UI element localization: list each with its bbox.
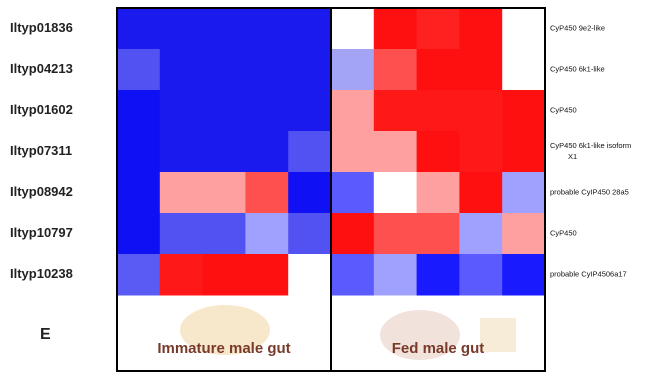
gene-id: Iltyp01602: [10, 102, 73, 117]
heatmap-cell: [245, 172, 289, 214]
heatmap-cell: [373, 213, 418, 255]
heatmap-cell: [459, 131, 503, 173]
heatmap-cell: [331, 172, 375, 214]
heatmap-cell: [502, 213, 546, 255]
heatmap-cell: [331, 213, 375, 255]
heatmap-cell: [416, 90, 460, 132]
heatmap-cell: [159, 49, 204, 91]
heatmap-cell: [117, 131, 161, 173]
annotation: X1: [568, 152, 577, 161]
heatmap-cell: [459, 172, 503, 214]
annotation: CyP450 6k1-like isoform: [550, 141, 631, 150]
heatmap-cell: [416, 172, 460, 214]
heatmap-cell: [202, 213, 246, 255]
heatmap-cell: [459, 49, 503, 91]
heatmap-cell: [288, 131, 332, 173]
heatmap-cell: [373, 131, 418, 173]
insect-image: [380, 310, 460, 360]
heatmap-cell: [331, 49, 375, 91]
heatmap-cell: [288, 172, 332, 214]
gene-id: Iltyp08942: [10, 184, 73, 199]
heatmap-cell: [117, 49, 161, 91]
annotation: CyP450 9e2-like: [550, 23, 605, 32]
heatmap-cell: [502, 49, 546, 91]
heatmap-cell: [117, 90, 161, 132]
heatmap-cell: [202, 8, 246, 50]
heatmap-cell: [117, 254, 161, 296]
heatmap-cell: [373, 49, 418, 91]
container-image: [480, 318, 516, 352]
heatmap-cell: [416, 254, 460, 296]
heatmap-cell: [459, 8, 503, 50]
heatmap-cell: [245, 49, 289, 91]
group-label: Immature male gut: [157, 340, 290, 357]
heatmap-cell: [288, 49, 332, 91]
heatmap-cell: [202, 254, 246, 296]
heatmap-cell: [373, 254, 418, 296]
annotation: CyP450 6k1-like: [550, 64, 605, 73]
heatmap-cell: [159, 90, 204, 132]
heatmap-cell: [502, 131, 546, 173]
panel-border: [330, 7, 546, 372]
heatmap-cell: [117, 8, 161, 50]
heatmap-cell: [117, 213, 161, 255]
heatmap-cell: [245, 213, 289, 255]
annotation: CyP450: [550, 228, 577, 237]
heatmap-cell: [159, 131, 204, 173]
heatmap-cell: [202, 131, 246, 173]
heatmap-cell: [502, 172, 546, 214]
heatmap-cell: [245, 131, 289, 173]
heatmap-cell: [159, 8, 204, 50]
heatmap-cell: [245, 254, 289, 296]
gene-id: Iltyp04213: [10, 61, 73, 76]
gene-id: Iltyp07311: [10, 143, 72, 158]
heatmap-cell: [502, 8, 546, 50]
heatmap-cell: [245, 8, 289, 50]
heatmap-cell: [459, 254, 503, 296]
gene-id: Iltyp01836: [10, 20, 73, 35]
heatmap-cell: [459, 213, 503, 255]
heatmap-cell: [416, 213, 460, 255]
heatmap-cell: [202, 172, 246, 214]
heatmap-cell: [373, 8, 418, 50]
heatmap-cell: [416, 131, 460, 173]
heatmap-cell: [202, 90, 246, 132]
heatmap-cell: [288, 90, 332, 132]
heatmap-cell: [459, 90, 503, 132]
heatmap-cell: [373, 90, 418, 132]
panel-label: E: [40, 326, 51, 343]
heatmap-cell: [159, 254, 204, 296]
heatmap-cell: [416, 8, 460, 50]
heatmap-cell: [288, 213, 332, 255]
gene-id: Iltyp10238: [10, 266, 73, 281]
heatmap-cell: [202, 49, 246, 91]
heatmap-cell: [331, 131, 375, 173]
heatmap-cell: [288, 8, 332, 50]
heatmap-cell: [245, 90, 289, 132]
heatmap-cell: [416, 49, 460, 91]
heatmap-cell: [502, 254, 546, 296]
annotation: probable CyIP450 28a5: [550, 187, 629, 196]
heatmap-cell: [117, 172, 161, 214]
annotation: probable CyIP4506a17: [550, 269, 627, 278]
heatmap-cell: [331, 90, 375, 132]
annotation: CyP450: [550, 105, 577, 114]
group-label: Fed male gut: [392, 340, 485, 357]
heatmap-cell: [373, 172, 418, 214]
heatmap-cell: [288, 254, 332, 296]
heatmap-cell: [159, 213, 204, 255]
heatmap-cell: [331, 254, 375, 296]
heatmap-cell: [331, 8, 375, 50]
insect-image: [180, 305, 270, 355]
heatmap-cell: [502, 90, 546, 132]
gene-id: Iltyp10797: [10, 225, 73, 240]
heatmap-cell: [159, 172, 204, 214]
